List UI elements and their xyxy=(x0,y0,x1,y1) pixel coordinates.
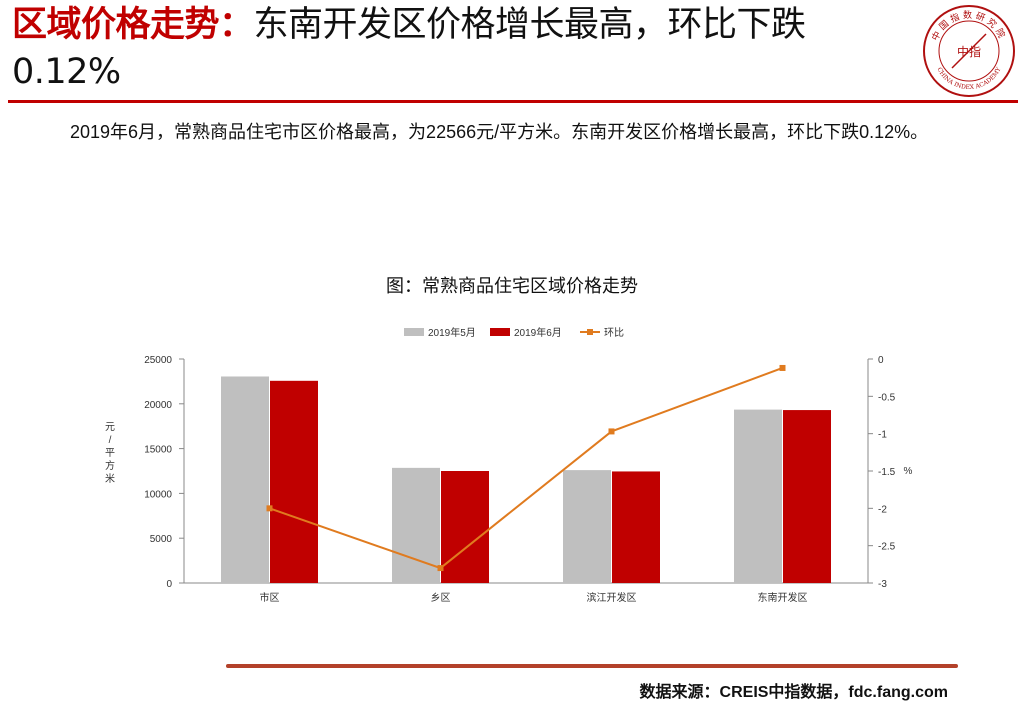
bar-2019-05 xyxy=(734,409,782,583)
footer-divider xyxy=(226,664,958,668)
y2-axis-tick-label: -2.5 xyxy=(878,542,896,553)
y-axis-tick-label: 20000 xyxy=(144,400,172,411)
bar-2019-06 xyxy=(270,380,318,583)
mom-line xyxy=(269,367,783,570)
legend-swatch-may xyxy=(404,328,424,336)
page-title-rest: 东南开发区价格增长最高，环比下跌0.12% xyxy=(12,5,806,92)
price-trend-chart: 图：常熟商品住宅区域价格走势 2019年5月 2019年6月 环比 0 5000 10000… xyxy=(105,276,913,604)
y-axis-tick-label: 10000 xyxy=(144,489,172,500)
y-axis-tick-label: 0 xyxy=(166,579,172,590)
mom-point xyxy=(779,364,786,371)
title-divider xyxy=(8,100,1018,103)
legend-swatch-mom-marker xyxy=(587,329,593,335)
y-axis-title-char: 米 xyxy=(105,472,115,485)
y-axis-title-char: 平 xyxy=(105,448,115,459)
y-axis-title-char: 元 xyxy=(105,422,115,433)
x-axis-tick-label: 市区 xyxy=(260,591,280,604)
y2-axis-tick-label: -0.5 xyxy=(878,392,896,403)
y-axis-title-char: / xyxy=(109,435,112,446)
legend-label-may: 2019年5月 xyxy=(428,326,476,339)
data-source: 数据来源：CREIS中指数据，fdc.fang.com xyxy=(639,684,948,701)
page-title-highlight: 区域价格走势： xyxy=(12,5,254,45)
y-axis-tick-label: 5000 xyxy=(150,534,173,545)
y2-axis-tick-label: -3 xyxy=(878,579,887,590)
mom-point xyxy=(608,428,615,435)
bar-2019-05 xyxy=(392,467,440,583)
legend-label-mom: 环比 xyxy=(604,327,624,339)
y2-axis-tick-label: -1 xyxy=(878,430,887,441)
mom-point xyxy=(437,565,444,572)
legend-swatch-june xyxy=(490,328,510,336)
bar-2019-06 xyxy=(612,471,660,583)
x-axis-tick-label: 东南开发区 xyxy=(758,591,808,604)
bar-2019-05 xyxy=(221,376,269,583)
y2-axis-title: % xyxy=(904,466,913,477)
summary-text: 2019年6月，常熟商品住宅市区价格最高，为22566元/平方米。东南开发区价格… xyxy=(70,122,929,142)
legend-label-june: 2019年6月 xyxy=(514,326,562,339)
y-axis-title-char: 方 xyxy=(105,459,115,472)
chart-title: 图：常熟商品住宅区域价格走势 xyxy=(386,276,638,296)
page-title: 区域价格走势：东南开发区价格增长最高，环比下跌0.12% xyxy=(12,2,902,96)
academy-logo-icon: 中国指数研究院 CHINA INDEX ACADEMY 中指 xyxy=(923,5,1015,97)
mom-point xyxy=(266,505,273,512)
x-axis-tick-label: 乡区 xyxy=(431,592,451,604)
y-axis-tick-label: 15000 xyxy=(144,445,172,456)
bar-2019-06 xyxy=(783,410,831,583)
y2-axis-tick-label: -1.5 xyxy=(878,467,896,478)
logo-text-center: 中指 xyxy=(957,44,981,59)
x-axis-tick-label: 滨江开发区 xyxy=(587,591,637,604)
bar-2019-06 xyxy=(441,471,489,583)
y-axis-tick-label: 25000 xyxy=(144,355,172,366)
y2-axis-tick-label: -2 xyxy=(878,504,887,515)
y2-axis-tick-label: 0 xyxy=(878,355,884,366)
bar-2019-05 xyxy=(563,470,611,583)
